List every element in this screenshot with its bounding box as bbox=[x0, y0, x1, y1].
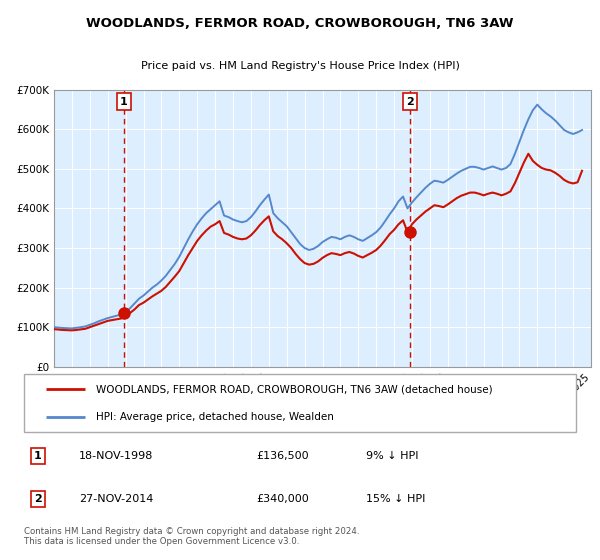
Text: WOODLANDS, FERMOR ROAD, CROWBOROUGH, TN6 3AW (detached house): WOODLANDS, FERMOR ROAD, CROWBOROUGH, TN6… bbox=[96, 384, 493, 394]
Text: WOODLANDS, FERMOR ROAD, CROWBOROUGH, TN6 3AW: WOODLANDS, FERMOR ROAD, CROWBOROUGH, TN6… bbox=[86, 17, 514, 30]
Text: 1: 1 bbox=[34, 451, 41, 461]
Text: £340,000: £340,000 bbox=[256, 494, 308, 505]
Text: Price paid vs. HM Land Registry's House Price Index (HPI): Price paid vs. HM Land Registry's House … bbox=[140, 60, 460, 71]
Text: 1: 1 bbox=[120, 96, 128, 106]
FancyBboxPatch shape bbox=[24, 374, 576, 432]
Text: 2: 2 bbox=[406, 96, 414, 106]
Text: Contains HM Land Registry data © Crown copyright and database right 2024.
This d: Contains HM Land Registry data © Crown c… bbox=[24, 527, 359, 547]
Text: 2: 2 bbox=[34, 494, 41, 505]
Text: 27-NOV-2014: 27-NOV-2014 bbox=[79, 494, 154, 505]
Text: 18-NOV-1998: 18-NOV-1998 bbox=[79, 451, 154, 461]
Text: £136,500: £136,500 bbox=[256, 451, 308, 461]
Text: HPI: Average price, detached house, Wealden: HPI: Average price, detached house, Weal… bbox=[96, 412, 334, 422]
Text: 15% ↓ HPI: 15% ↓ HPI bbox=[366, 494, 425, 505]
Text: 9% ↓ HPI: 9% ↓ HPI bbox=[366, 451, 419, 461]
